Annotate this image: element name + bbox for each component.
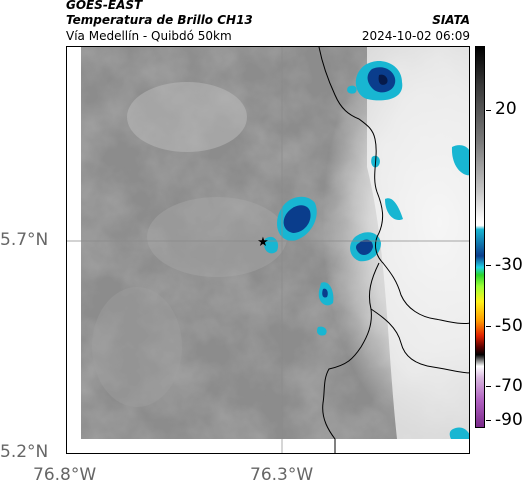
y-tick-5.2N: 5.2°N — [0, 442, 49, 462]
colorbar-label-minus90: -90 — [495, 410, 523, 430]
header-region: Vía Medellín - Quibdó 50km — [66, 29, 232, 43]
cold-cloud-cells — [264, 61, 469, 439]
x-tick-76.3W: 76.3°W — [250, 465, 314, 485]
no-data-bottom — [67, 439, 469, 453]
map-frame[interactable]: ★ — [66, 46, 470, 454]
x-tick-76.8W: 76.8°W — [33, 465, 97, 485]
colorbar-label-minus30: -30 — [495, 255, 523, 275]
no-data-left — [67, 47, 81, 453]
y-tick-5.7N: 5.7°N — [0, 230, 49, 250]
colorbar-label-20: 20 — [495, 99, 517, 119]
header-datetime: 2024-10-02 06:09 — [361, 29, 470, 43]
station-star-icon: ★ — [257, 235, 269, 250]
colorbar — [475, 46, 485, 428]
header-agency: SIATA — [432, 13, 470, 27]
warm-east-core — [367, 47, 469, 439]
header-product: Temperatura de Brillo CH13 — [66, 13, 253, 27]
political-borders — [318, 47, 469, 453]
colorbar-label-minus70: -70 — [495, 376, 523, 396]
colorbar-label-minus50: -50 — [495, 316, 523, 336]
header-satellite: GOES-EAST — [66, 0, 143, 12]
brightness-temperature-map: ★ — [67, 47, 469, 453]
